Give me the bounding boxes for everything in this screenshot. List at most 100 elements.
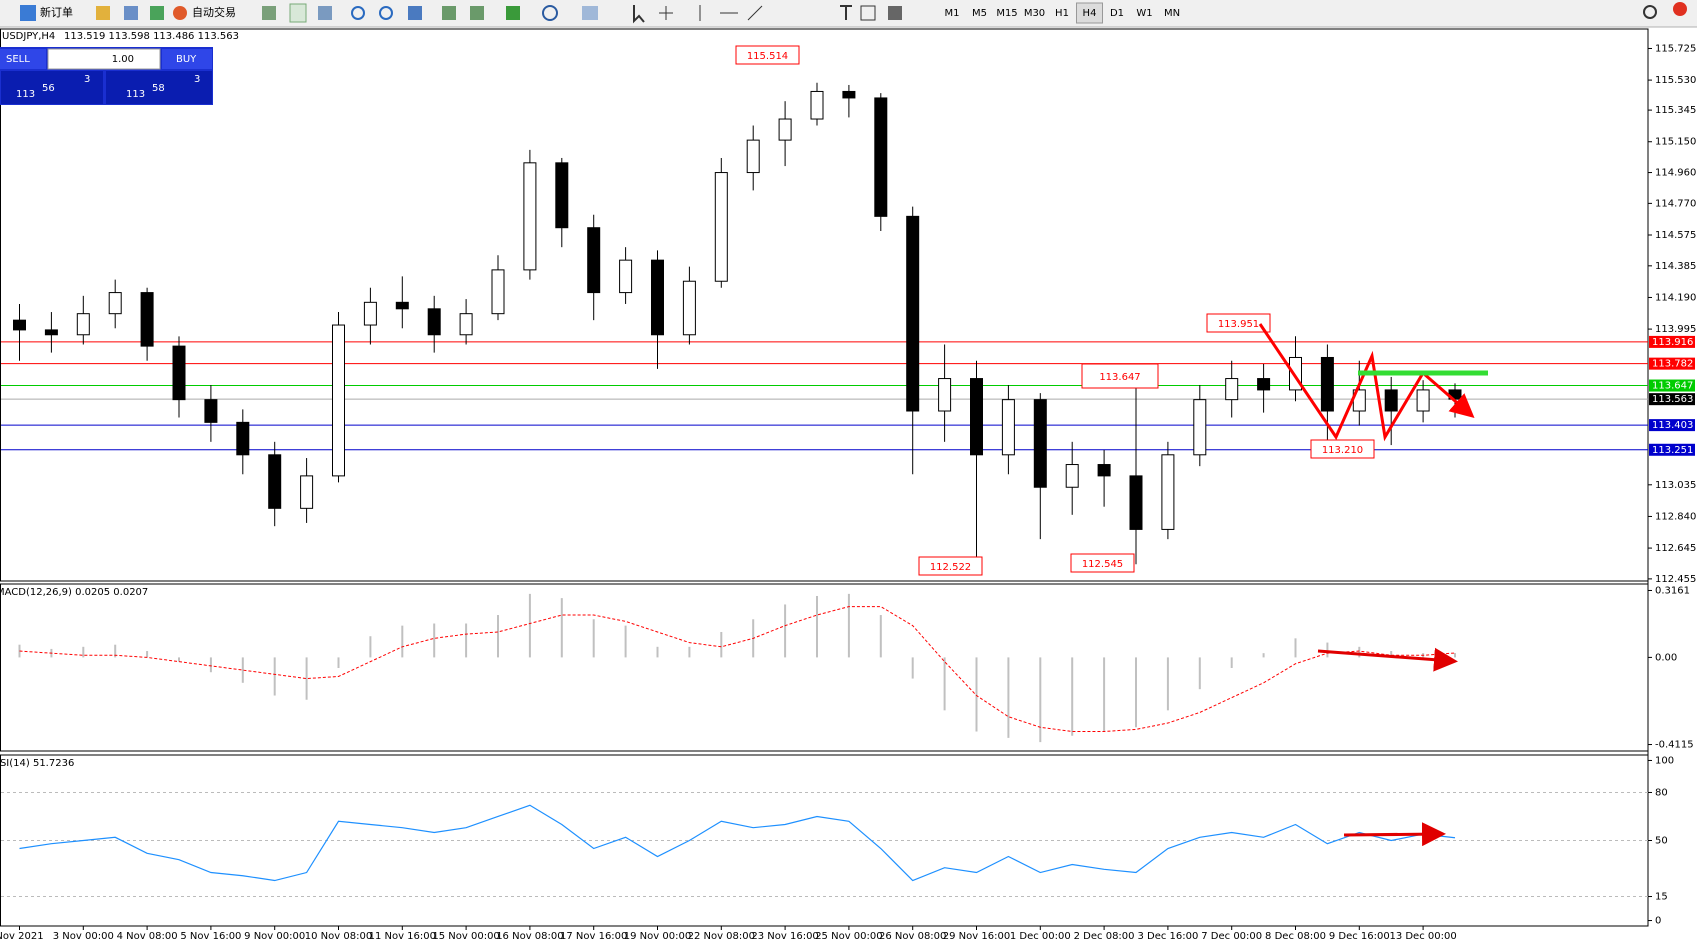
- x-tick-label: 15 Nov 00:00: [432, 931, 499, 942]
- histogram-bar: [560, 598, 563, 658]
- tool-icon[interactable]: [289, 3, 307, 23]
- histogram-bar: [975, 657, 978, 732]
- candle-body: [427, 308, 441, 336]
- timeframe-button[interactable]: H1: [1055, 8, 1069, 19]
- histogram-bar: [497, 615, 499, 658]
- histogram-bar: [369, 636, 372, 658]
- y-tick-label: 114.960: [1655, 168, 1696, 179]
- histogram-bar: [1326, 642, 1329, 658]
- tool-icon[interactable]: [96, 6, 110, 20]
- y-tick-label: 115.345: [1655, 105, 1696, 116]
- histogram-bar: [656, 646, 659, 658]
- sell-price-box[interactable]: [1, 71, 103, 104]
- histogram-bar: [337, 657, 340, 668]
- timeframe-button[interactable]: M30: [1024, 8, 1045, 19]
- notification-badge[interactable]: [1673, 2, 1687, 16]
- buy-label[interactable]: BUY: [176, 54, 197, 65]
- candle-body: [874, 97, 888, 217]
- timeframe-button[interactable]: MN: [1164, 8, 1180, 19]
- histogram-bar: [528, 593, 531, 658]
- tool-icon[interactable]: [582, 6, 598, 20]
- histogram-bar: [1071, 657, 1074, 736]
- buy-price-box[interactable]: [106, 71, 212, 104]
- tool-icon[interactable]: [150, 6, 164, 20]
- price-annotation: 112.545: [1082, 559, 1123, 570]
- lots-value[interactable]: 1.00: [112, 54, 134, 65]
- histogram-bar: [1103, 657, 1106, 732]
- y-tick-label: 100: [1655, 755, 1674, 766]
- text-tool[interactable]: [840, 5, 852, 20]
- y-tick-label: 112.645: [1655, 543, 1696, 554]
- histogram-bar: [1390, 651, 1393, 658]
- sell-label[interactable]: SELL: [6, 54, 30, 65]
- level-tag-label: 113.251: [1652, 445, 1693, 456]
- y-tick-label: 114.385: [1655, 261, 1696, 272]
- histogram-bar: [114, 644, 117, 658]
- rsi-line: [19, 804, 1456, 882]
- y-tick-label: 112.455: [1655, 574, 1696, 585]
- x-tick-label: 7 Dec 00:00: [1201, 931, 1262, 942]
- histogram-bar: [241, 657, 244, 683]
- tool-icon[interactable]: [470, 6, 484, 20]
- auto-trading-icon[interactable]: [173, 6, 187, 20]
- tool-icon[interactable]: [506, 6, 520, 20]
- auto-trading-button[interactable]: 自动交易: [192, 5, 236, 19]
- x-tick-label: 23 Nov 16:00: [751, 931, 818, 942]
- candle-body: [970, 378, 983, 456]
- timeframe-button[interactable]: M1: [945, 8, 960, 19]
- crosshair-tool[interactable]: [659, 6, 673, 20]
- trend-tool[interactable]: [747, 5, 763, 21]
- histogram-bar: [592, 619, 595, 658]
- x-tick-label: 4 Nov 08:00: [117, 931, 178, 942]
- tool-icon[interactable]: [408, 6, 422, 20]
- candle-body: [172, 345, 186, 401]
- buy-price-main: 58: [152, 83, 165, 94]
- x-tick-label: 3 Dec 16:00: [1137, 931, 1198, 942]
- tool-icon[interactable]: [262, 6, 276, 20]
- level-tag-label: 113.782: [1652, 359, 1693, 370]
- timeframe-button[interactable]: M15: [996, 8, 1017, 19]
- trade-panel: SELL 1.00 BUY 113 56 3 113 58 3: [0, 47, 213, 105]
- new-order-button[interactable]: 新订单: [40, 5, 73, 19]
- candle-body: [778, 118, 792, 141]
- candle-body: [842, 90, 856, 99]
- level-tag-label: 113.916: [1652, 337, 1693, 348]
- histogram-bar: [943, 657, 946, 711]
- zoom-in[interactable]: [351, 6, 365, 20]
- timeframe-button[interactable]: D1: [1110, 8, 1124, 19]
- candle-body: [236, 421, 250, 456]
- timeframe-button[interactable]: H4: [1083, 8, 1097, 19]
- cursor-tool[interactable]: [633, 5, 645, 24]
- label-tool[interactable]: [860, 5, 876, 21]
- shapes-tool[interactable]: [888, 6, 902, 20]
- timeframe-active: [1076, 2, 1103, 24]
- candle-body: [108, 292, 122, 315]
- x-tick-label: 17 Nov 16:00: [560, 931, 627, 942]
- zoom-out[interactable]: [379, 6, 393, 20]
- histogram-bar: [1135, 657, 1137, 728]
- candle-body: [906, 215, 920, 412]
- tool-icon[interactable]: [542, 5, 558, 21]
- sell-price-big: 113: [16, 89, 35, 100]
- histogram-bar: [178, 657, 180, 662]
- timeframe-button[interactable]: W1: [1136, 8, 1152, 19]
- sell-button[interactable]: [0, 49, 46, 69]
- price-annotation: 113.210: [1322, 445, 1363, 456]
- timeframe-button[interactable]: M5: [972, 8, 987, 19]
- tool-icon[interactable]: [124, 6, 138, 20]
- histogram-bar: [624, 625, 627, 658]
- zigzag-arrow: [1258, 323, 1425, 442]
- buy-price-small: 3: [194, 74, 200, 85]
- y-tick-label: 80: [1655, 787, 1668, 798]
- tool-icon[interactable]: [318, 6, 332, 20]
- buy-button[interactable]: [162, 49, 212, 69]
- histogram-bar: [1230, 657, 1233, 668]
- buy-price-big: 113: [126, 89, 145, 100]
- lots-input[interactable]: [47, 48, 161, 70]
- chart-ohlc: 113.519 113.598 113.486 113.563: [64, 31, 239, 42]
- tool-icon[interactable]: [442, 6, 456, 20]
- search[interactable]: [1643, 5, 1657, 19]
- candle-body: [1129, 475, 1143, 530]
- new-order-icon[interactable]: [20, 5, 36, 21]
